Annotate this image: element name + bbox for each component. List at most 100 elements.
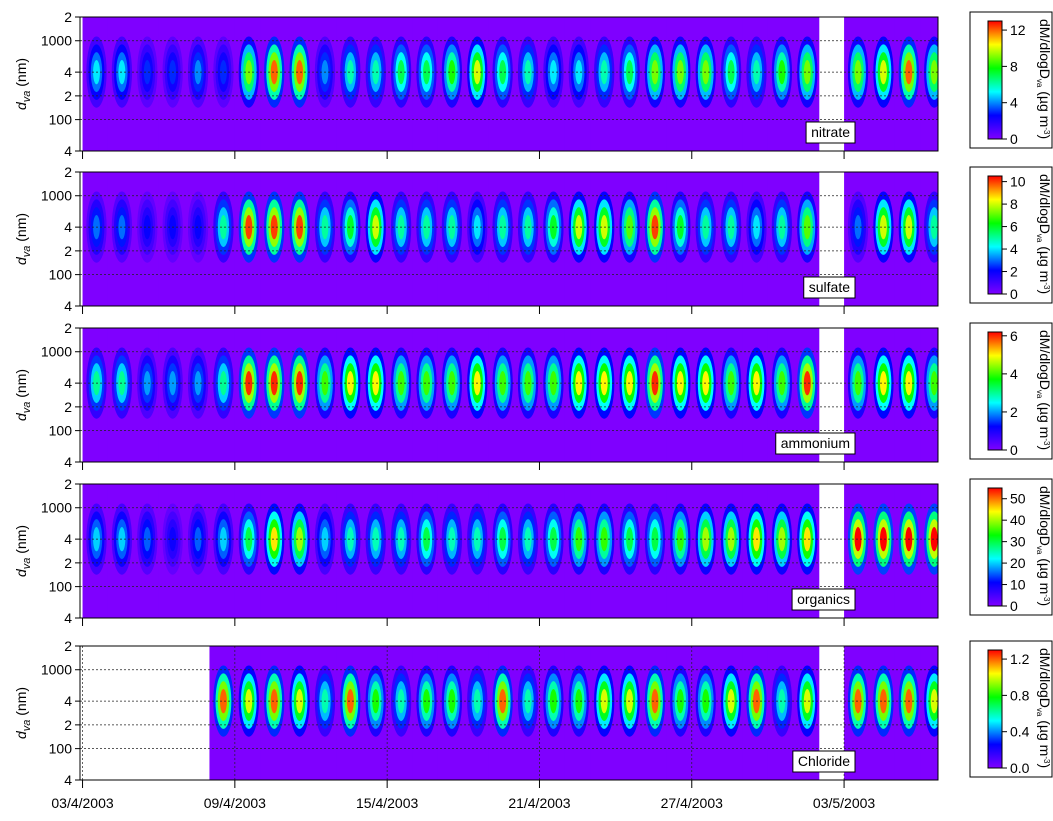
colorbar-tick-label: 4 [1010, 95, 1018, 111]
blob-peak [727, 689, 735, 714]
x-tick-label: 15/4/2003 [356, 795, 418, 811]
blob-peak [854, 215, 862, 240]
y-label-d: d [13, 412, 29, 421]
blob-peak [448, 215, 456, 240]
blob-peak [423, 527, 430, 552]
y-tick-label: 1000 [41, 344, 72, 360]
blob-peak [219, 527, 227, 552]
y-tick-label: 2 [64, 320, 72, 336]
blob-peak [346, 527, 354, 552]
colorbar-tick-label: 6 [1010, 328, 1018, 344]
blob-peak [930, 215, 938, 240]
colorbar-label-end: ) [1037, 763, 1053, 768]
colorbar-tick-label: 10 [1010, 174, 1026, 190]
blob-peak [346, 689, 354, 714]
blob-peak [194, 371, 202, 396]
colorbar-label-main: dM/dlogD [1037, 330, 1053, 390]
colorbar-tick-label: 1.2 [1010, 651, 1030, 667]
y-tick-label: 4 [64, 219, 72, 235]
blob-peak [879, 689, 887, 714]
heatmap [82, 484, 938, 618]
blob-peak [651, 60, 659, 85]
y-tick-label: 4 [64, 610, 72, 626]
colorbar-label-main: dM/dlogD [1037, 174, 1053, 234]
colorbar [987, 487, 1003, 607]
plot-frame [79, 16, 939, 152]
y-tick-label: 1000 [41, 662, 72, 678]
y-tick-label: 4 [64, 693, 72, 709]
x-tick-label: 21/4/2003 [508, 795, 570, 811]
blob-peak [372, 371, 380, 396]
colorbar [987, 175, 1003, 295]
blob-peak [270, 689, 278, 714]
colorbar-tick-label: 2 [1010, 404, 1018, 420]
blob-peak [423, 689, 430, 714]
blob-peak [651, 527, 659, 552]
heatmap [82, 646, 938, 780]
blob-peak [219, 689, 227, 714]
y-tick-label: 2 [64, 88, 72, 104]
colorbar-label-sub: va [1035, 79, 1044, 88]
y-tick-label: 2 [64, 638, 72, 654]
y-tick-label: 2 [64, 9, 72, 25]
colorbar-frame [969, 640, 1053, 778]
y-tick-label: 4 [64, 772, 72, 788]
colorbar [987, 649, 1003, 769]
blob-peak [854, 689, 862, 714]
blob-peak [879, 371, 887, 396]
blob-peak [575, 60, 583, 85]
blob-peak [727, 371, 735, 396]
colorbar-tick-label: 0 [1010, 442, 1018, 458]
colorbar-tick-label: 0.4 [1010, 724, 1030, 740]
colorbar-label-end: ) [1037, 601, 1053, 606]
y-axis-label: dva (nm) [13, 525, 33, 577]
blob-peak [296, 60, 304, 85]
panel-label: Chloride [798, 753, 850, 769]
y-label-unit: (nm) [13, 525, 29, 558]
blob-peak [194, 527, 202, 552]
blob-peak [143, 60, 151, 85]
y-label-unit: (nm) [13, 58, 29, 91]
blob-peak [296, 527, 304, 552]
y-tick-label: 2 [64, 164, 72, 180]
plot-frame [79, 171, 939, 307]
blob-peak [651, 689, 659, 714]
blob-peak [854, 371, 862, 396]
blob-peak [803, 371, 811, 396]
blob-peak [879, 527, 887, 552]
y-tick-label: 100 [49, 267, 73, 283]
y-label-unit: (nm) [13, 687, 29, 720]
blob-peak [346, 215, 354, 240]
colorbar-frame [969, 166, 1053, 304]
colorbar-tick-label: 0 [1010, 131, 1018, 147]
blob-peak [575, 527, 583, 552]
y-tick-label: 2 [64, 555, 72, 571]
y-tick-label: 100 [49, 579, 73, 595]
y-tick-label: 100 [49, 423, 73, 439]
y-tick-label: 4 [64, 531, 72, 547]
panel-label: organics [797, 591, 850, 607]
x-tick-label: 27/4/2003 [661, 795, 723, 811]
blob-peak [296, 371, 304, 396]
blob-peak [219, 60, 227, 85]
colorbar-label-end: ) [1037, 134, 1053, 139]
blob-peak [372, 215, 380, 240]
blob-peak [143, 371, 151, 396]
colorbar-label-unit: (µg m [1037, 242, 1053, 282]
colorbar-tick-label: 6 [1010, 219, 1018, 235]
blob-peak [499, 371, 507, 396]
colorbar-label-end: ) [1037, 289, 1053, 294]
blob-peak [575, 689, 583, 714]
blob-peak [194, 60, 202, 85]
blob-peak [879, 60, 887, 85]
blob-peak [499, 689, 507, 714]
colorbar-label-unit: (µg m [1037, 87, 1053, 127]
blob-peak [499, 527, 507, 552]
blob-peak [930, 371, 938, 396]
colorbar-frame [969, 478, 1053, 616]
colorbar-label-end: ) [1037, 445, 1053, 450]
y-axis-label: dva (nm) [13, 58, 33, 110]
